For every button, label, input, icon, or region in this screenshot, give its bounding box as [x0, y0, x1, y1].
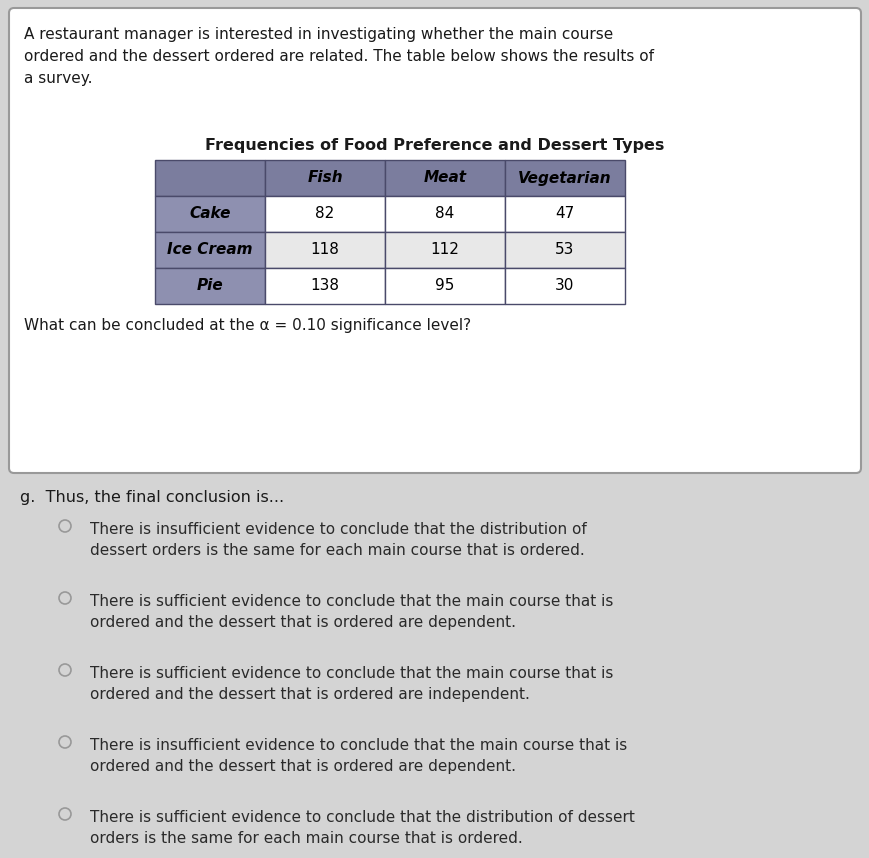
Bar: [504, 232, 624, 268]
Text: Vegetarian: Vegetarian: [518, 171, 611, 185]
Bar: [504, 160, 624, 196]
Text: Pie: Pie: [196, 279, 223, 293]
Bar: [385, 232, 504, 268]
Bar: [155, 160, 265, 196]
Text: There is sufficient evidence to conclude that the main course that is
ordered an: There is sufficient evidence to conclude…: [90, 594, 613, 630]
Text: Cake: Cake: [189, 207, 230, 221]
Text: There is sufficient evidence to conclude that the main course that is
ordered an: There is sufficient evidence to conclude…: [90, 666, 613, 702]
Text: What can be concluded at the α = 0.10 significance level?: What can be concluded at the α = 0.10 si…: [24, 318, 471, 333]
FancyBboxPatch shape: [9, 8, 860, 473]
Text: 138: 138: [310, 279, 339, 293]
Text: 118: 118: [310, 243, 339, 257]
Bar: [385, 196, 504, 232]
Text: Fish: Fish: [307, 171, 342, 185]
Bar: [265, 232, 385, 268]
Bar: [155, 232, 265, 268]
Text: There is sufficient evidence to conclude that the distribution of dessert
orders: There is sufficient evidence to conclude…: [90, 810, 634, 846]
Bar: [385, 160, 504, 196]
Text: 47: 47: [554, 207, 574, 221]
Text: 53: 53: [554, 243, 574, 257]
Text: Meat: Meat: [423, 171, 466, 185]
Bar: [504, 196, 624, 232]
Text: Frequencies of Food Preference and Dessert Types: Frequencies of Food Preference and Desse…: [205, 138, 664, 153]
Bar: [265, 196, 385, 232]
Text: g.  Thus, the final conclusion is...: g. Thus, the final conclusion is...: [20, 490, 284, 505]
Text: 112: 112: [430, 243, 459, 257]
Text: Ice Cream: Ice Cream: [167, 243, 253, 257]
Bar: [385, 268, 504, 304]
Text: 82: 82: [315, 207, 335, 221]
Text: A restaurant manager is interested in investigating whether the main course
orde: A restaurant manager is interested in in…: [24, 27, 653, 87]
Text: There is insufficient evidence to conclude that the main course that is
ordered : There is insufficient evidence to conclu…: [90, 738, 627, 774]
Bar: [155, 196, 265, 232]
Text: 30: 30: [554, 279, 574, 293]
Bar: [265, 160, 385, 196]
Bar: [265, 268, 385, 304]
Bar: [155, 268, 265, 304]
Text: There is insufficient evidence to conclude that the distribution of
dessert orde: There is insufficient evidence to conclu…: [90, 522, 586, 558]
Bar: [504, 268, 624, 304]
Text: 95: 95: [434, 279, 454, 293]
Text: 84: 84: [434, 207, 454, 221]
